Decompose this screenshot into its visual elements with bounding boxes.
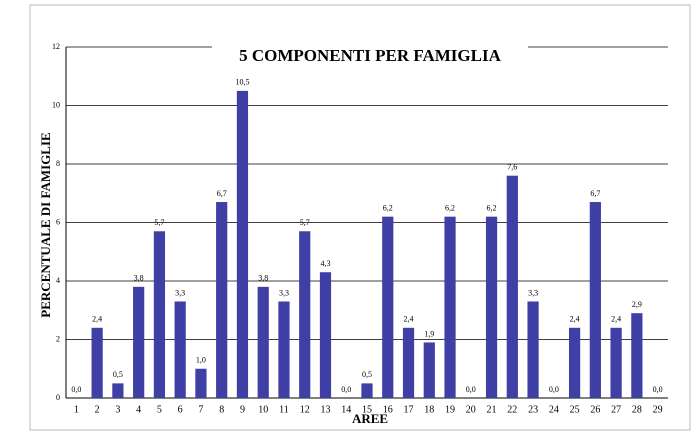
bar [133, 286, 145, 398]
x-tick-label: 11 [279, 404, 289, 415]
x-tick-label: 20 [466, 404, 476, 415]
y-tick-label: 2 [56, 334, 60, 343]
value-label: 0,5 [113, 370, 123, 379]
x-tick-label: 4 [136, 404, 141, 415]
chart-title: 5 COMPONENTI PER FAMIGLIA [239, 46, 501, 65]
value-label: 0,5 [362, 370, 372, 379]
x-tick-label: 27 [611, 404, 621, 415]
x-tick-label: 2 [95, 404, 100, 415]
value-label: 0,0 [653, 385, 663, 394]
bar [319, 272, 332, 398]
value-label: 2,9 [632, 300, 642, 309]
x-tick-label: 25 [570, 404, 580, 415]
x-tick-label: 10 [258, 404, 268, 415]
x-tick-label: 3 [115, 404, 120, 415]
x-tick-label: 26 [590, 404, 600, 415]
bar [236, 90, 249, 398]
value-label: 3,3 [175, 288, 185, 297]
bar [278, 301, 290, 398]
x-tick-label: 29 [653, 404, 663, 415]
value-label: 6,2 [487, 203, 497, 212]
x-tick-label: 18 [424, 404, 434, 415]
value-label: 0,0 [341, 385, 351, 394]
x-tick-label: 8 [219, 404, 224, 415]
value-label: 2,4 [570, 315, 580, 324]
bar [589, 202, 601, 398]
value-label: 10,5 [235, 78, 249, 87]
bar [527, 301, 539, 398]
bar [485, 216, 498, 398]
x-tick-label: 1 [74, 404, 79, 415]
bar [506, 175, 518, 398]
x-tick-label: 16 [383, 404, 393, 415]
bar [568, 327, 581, 398]
value-label: 3,3 [279, 288, 289, 297]
value-label: 7,6 [507, 163, 517, 172]
value-label: 5,7 [154, 218, 164, 227]
y-tick-label: 0 [56, 393, 60, 402]
value-label: 6,2 [445, 203, 455, 212]
value-label: 0,0 [71, 385, 81, 394]
y-tick-label: 12 [52, 42, 60, 51]
value-label: 2,4 [611, 315, 621, 324]
x-tick-label: 12 [300, 404, 310, 415]
x-tick-label: 15 [362, 404, 372, 415]
value-label: 6,2 [383, 203, 393, 212]
bar [631, 313, 643, 398]
value-label: 0,0 [549, 385, 559, 394]
bar [153, 231, 166, 398]
x-tick-label: 13 [320, 404, 330, 415]
bar [91, 327, 103, 398]
x-tick-label: 19 [445, 404, 455, 415]
value-label: 6,7 [590, 189, 600, 198]
x-tick-label: 7 [198, 404, 203, 415]
x-tick-label: 14 [341, 404, 351, 415]
value-label: 3,3 [528, 288, 538, 297]
x-tick-label: 22 [507, 404, 517, 415]
bar [257, 286, 269, 398]
bar [195, 368, 207, 398]
bar [174, 301, 186, 398]
value-label: 4,3 [320, 259, 330, 268]
value-label: 3,8 [134, 274, 144, 283]
x-tick-label: 21 [487, 404, 497, 415]
y-axis-label: PERCENTUALE DI FAMIGLIE [38, 132, 53, 317]
y-tick-label: 8 [56, 159, 60, 168]
x-tick-label: 23 [528, 404, 538, 415]
bar [382, 216, 394, 398]
bar [216, 202, 228, 398]
value-label: 5,7 [300, 218, 310, 227]
bar [112, 383, 124, 398]
x-tick-label: 6 [178, 404, 183, 415]
y-tick-label: 6 [56, 217, 60, 226]
x-tick-label: 5 [157, 404, 162, 415]
value-label: 2,4 [404, 315, 414, 324]
y-tick-label: 4 [56, 276, 60, 285]
bar [402, 327, 415, 398]
value-label: 3,8 [258, 274, 268, 283]
value-label: 0,0 [466, 385, 476, 394]
bar [444, 216, 456, 398]
bar [299, 231, 311, 398]
frame [29, 4, 691, 431]
bar [361, 383, 373, 398]
value-label: 1,0 [196, 356, 206, 365]
x-tick-label: 28 [632, 404, 642, 415]
x-tick-label: 9 [240, 404, 245, 415]
value-label: 1,9 [424, 329, 434, 338]
value-label: 2,4 [92, 315, 102, 324]
value-label: 6,7 [217, 189, 227, 198]
y-tick-label: 10 [52, 100, 60, 109]
x-tick-label: 17 [404, 404, 414, 415]
bar [423, 342, 435, 398]
bar [610, 327, 622, 398]
x-tick-label: 24 [549, 404, 559, 415]
x-axis-label: AREE [352, 411, 388, 426]
title-box [212, 44, 528, 70]
